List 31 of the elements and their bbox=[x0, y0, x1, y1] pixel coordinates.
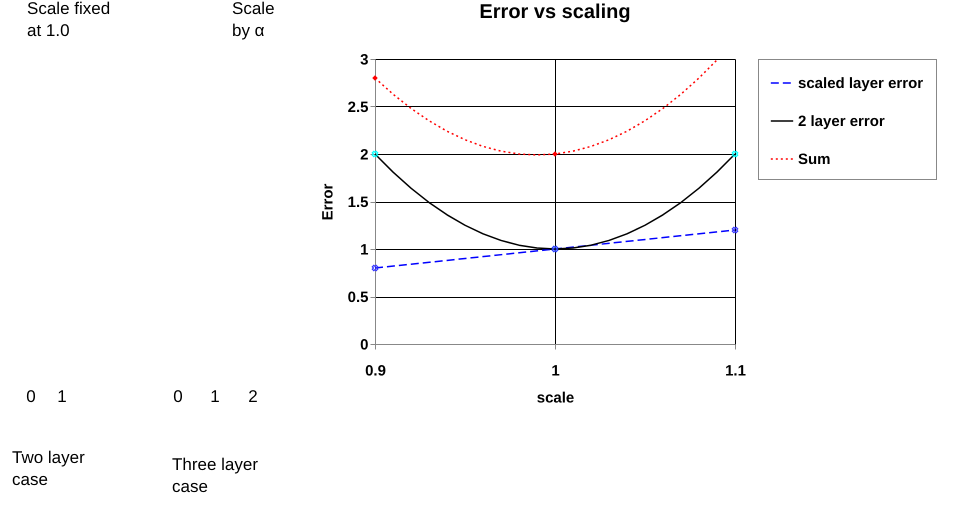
point bbox=[372, 264, 378, 272]
text: 1 bbox=[210, 387, 220, 406]
legend-label: 2 layer error bbox=[798, 113, 885, 130]
text: Three layer case bbox=[172, 455, 258, 496]
legend-label: scaled layer error bbox=[798, 75, 924, 92]
x-axis-title: scale bbox=[536, 390, 574, 406]
text: 1 bbox=[57, 387, 67, 406]
y-tick-label: 0 bbox=[360, 336, 368, 354]
text: Two layer case bbox=[12, 448, 86, 489]
text: Scale by α bbox=[232, 0, 275, 40]
y-tick-label: 1 bbox=[360, 242, 368, 258]
x-tick-label: 0.9 bbox=[365, 362, 386, 380]
text: 0 bbox=[173, 387, 183, 406]
point bbox=[732, 226, 738, 234]
point bbox=[552, 151, 558, 157]
point bbox=[372, 150, 378, 158]
text: Scale fixed at 1.0 bbox=[27, 0, 110, 40]
y-tick-label: 3 bbox=[360, 52, 368, 68]
point bbox=[732, 150, 738, 158]
text: 0 bbox=[26, 387, 36, 406]
text: 2 bbox=[248, 387, 258, 406]
y-tick-label: 2 bbox=[360, 146, 368, 164]
x-tick-label: 1.1 bbox=[725, 362, 746, 380]
y-axis-title: Error bbox=[320, 184, 337, 220]
legend-label: Sum bbox=[798, 151, 831, 168]
point bbox=[372, 75, 378, 81]
chart-title: Error vs scaling bbox=[479, 1, 631, 23]
y-tick-label: 2.5 bbox=[348, 99, 368, 116]
x-tick-label: 1 bbox=[551, 362, 560, 380]
y-tick-label: 1.5 bbox=[348, 194, 368, 211]
y-tick-label: 0.5 bbox=[348, 289, 368, 306]
